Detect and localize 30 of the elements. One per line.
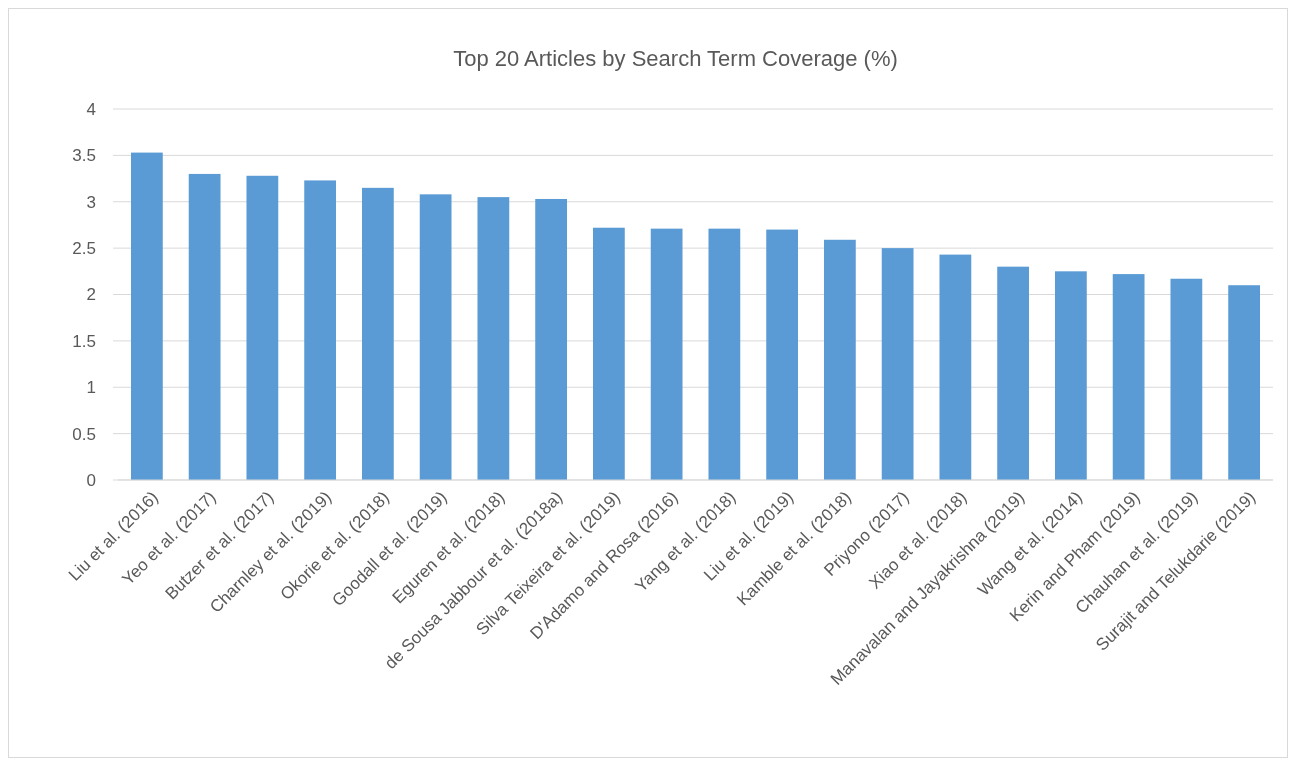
bar	[592, 227, 625, 480]
bar	[1170, 278, 1203, 480]
bar	[130, 152, 163, 480]
bar	[304, 180, 337, 480]
y-tick-label: 0.5	[72, 424, 96, 444]
bar	[997, 266, 1030, 480]
bar	[766, 229, 799, 480]
bar	[188, 173, 221, 480]
bar	[650, 228, 683, 480]
bar	[823, 239, 856, 480]
bar	[535, 198, 568, 480]
bar	[1228, 285, 1260, 480]
bar	[1112, 274, 1145, 480]
bar	[477, 197, 510, 480]
y-tick-label: 3	[86, 192, 96, 212]
bar	[419, 194, 452, 480]
chart-title: Top 20 Articles by Search Term Coverage (%)	[453, 46, 898, 71]
bar	[939, 254, 972, 480]
y-tick-label: 0	[86, 470, 96, 490]
y-tick-label: 2	[86, 285, 96, 305]
bar	[708, 228, 741, 480]
bar	[881, 248, 914, 480]
bar	[361, 187, 394, 480]
y-tick-label: 2.5	[72, 239, 96, 259]
y-tick-label: 1	[86, 378, 96, 398]
bar	[246, 175, 279, 480]
y-tick-label: 3.5	[72, 146, 96, 166]
y-tick-label: 1.5	[72, 331, 96, 351]
bar	[1054, 271, 1087, 480]
y-tick-label: 4	[86, 99, 96, 119]
